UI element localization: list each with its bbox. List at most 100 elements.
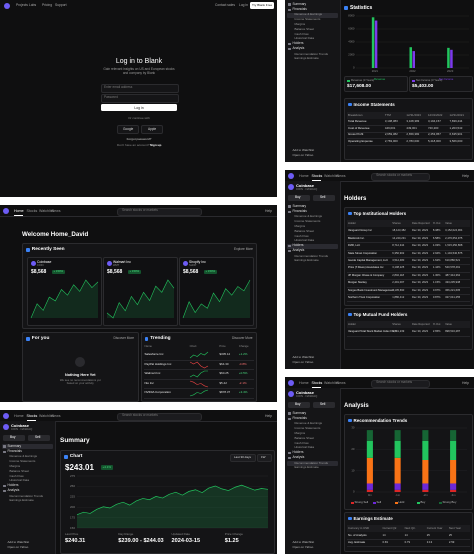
- trending-name[interactable]: NVIDIA Corporation: [144, 390, 171, 394]
- sell-label[interactable]: Sell: [35, 435, 41, 440]
- sidebar-subitem[interactable]: Margins: [9, 464, 21, 468]
- sidebar-subitem[interactable]: Revenue & Earnings: [9, 454, 38, 459]
- nav-link[interactable]: Pricing: [42, 3, 53, 7]
- sidebar-subitem[interactable]: Balance Sheet: [294, 435, 315, 440]
- buy-label[interactable]: Buy: [10, 435, 16, 440]
- forgot-link[interactable]: Forgot password?: [126, 137, 152, 141]
- nav-tab[interactable]: Watchlist: [324, 380, 339, 385]
- buy-button[interactable]: Buy: [288, 402, 310, 408]
- buy-label[interactable]: Buy: [295, 195, 301, 200]
- sidebar-subitem[interactable]: Balance Sheet: [294, 26, 315, 31]
- trending-name[interactable]: Walmart Inc: [144, 371, 161, 375]
- nav-tab[interactable]: Stocks: [311, 173, 323, 178]
- sidebar-subitem[interactable]: Historical Data: [294, 238, 315, 243]
- nav-tab[interactable]: Home: [14, 413, 24, 418]
- sidebar-item[interactable]: Summary: [7, 444, 22, 448]
- sidebar-subitem[interactable]: Income Statements: [294, 219, 321, 224]
- trending-name[interactable]: PayPal Holdings Inc: [144, 361, 172, 366]
- nav-link[interactable]: Projects: [16, 3, 28, 7]
- sidebar-subitem[interactable]: Cash Flow: [294, 31, 309, 36]
- nav-link[interactable]: Labs: [29, 3, 37, 7]
- trending-more[interactable]: Discover More: [232, 336, 253, 340]
- foryou-more[interactable]: Discover More: [113, 336, 135, 340]
- google-label[interactable]: Google: [123, 126, 134, 131]
- user-link[interactable]: Help: [265, 413, 272, 418]
- nav-tab[interactable]: Home: [299, 380, 309, 385]
- nav-tab[interactable]: Stocks: [26, 208, 38, 213]
- sidebar-subitem[interactable]: Recommendation Trends: [294, 460, 329, 465]
- sidebar-footer-item[interactable]: Add to Watchlist: [7, 540, 30, 544]
- sidebar-footer-item[interactable]: Open on Yahoo: [292, 545, 314, 549]
- sidebar-subitem[interactable]: Revenue & Earnings: [294, 12, 323, 17]
- range-label[interactable]: Last 30 days: [234, 455, 252, 459]
- cta-label[interactable]: Try Blank Free: [252, 2, 273, 7]
- sidebar-subitem[interactable]: Revenue & Earnings: [294, 214, 323, 219]
- sidebar-item[interactable]: Holders: [292, 450, 304, 455]
- nav-tab[interactable]: News: [336, 380, 346, 385]
- trending-name[interactable]: Salesforce Inc: [144, 352, 164, 356]
- sidebar-item[interactable]: Financials: [292, 416, 307, 421]
- sidebar-item[interactable]: Holders: [292, 243, 304, 248]
- sell-button[interactable]: Sell: [313, 195, 335, 201]
- sidebar-subitem[interactable]: Balance Sheet: [9, 468, 30, 473]
- sidebar-footer-item[interactable]: Add to Watchlist: [292, 148, 315, 152]
- submit-button[interactable]: Log in: [101, 104, 177, 111]
- interval-select[interactable]: 1W: [257, 454, 272, 462]
- sidebar-item[interactable]: Holders: [292, 41, 304, 46]
- sidebar-footer-item[interactable]: Add to Watchlist: [292, 540, 315, 544]
- signup-link[interactable]: Sign up: [150, 143, 162, 147]
- sidebar-subitem[interactable]: Historical Data: [294, 36, 315, 41]
- sidebar-footer-item[interactable]: Open on Yahoo: [7, 545, 29, 549]
- sidebar-footer-item[interactable]: Add to Watchlist: [292, 355, 315, 359]
- sidebar-subitem[interactable]: Earnings Estimate: [9, 498, 34, 503]
- sidebar-item[interactable]: Financials: [292, 7, 307, 12]
- sidebar-subitem[interactable]: Margins: [294, 224, 306, 228]
- sidebar-footer-item[interactable]: Open on Yahoo: [292, 153, 314, 157]
- user-link[interactable]: Help: [265, 208, 272, 213]
- sidebar-item[interactable]: Analysis: [292, 455, 305, 460]
- sidebar-subitem[interactable]: Earnings Estimate: [294, 258, 319, 263]
- apple-label[interactable]: Apple: [148, 126, 157, 131]
- search-placeholder[interactable]: Search stocks or markets: [121, 208, 158, 213]
- google-button[interactable]: Google: [117, 125, 139, 134]
- sidebar-subitem[interactable]: Margins: [294, 22, 306, 26]
- sidebar-subitem[interactable]: Margins: [294, 431, 306, 435]
- nav-tab[interactable]: Home: [299, 173, 309, 178]
- nav-tab[interactable]: Home: [14, 208, 24, 213]
- sidebar-subitem[interactable]: Historical Data: [294, 445, 315, 450]
- sell-label[interactable]: Sell: [320, 402, 326, 407]
- sidebar-subitem[interactable]: Income Statements: [294, 426, 321, 431]
- nav-tab[interactable]: Watchlist: [324, 173, 339, 178]
- nav-tab[interactable]: Stocks: [26, 413, 38, 418]
- nav-tab[interactable]: Watchlist: [39, 413, 54, 418]
- explore-link[interactable]: Explore More: [234, 247, 253, 251]
- search-placeholder[interactable]: Search stocks or markets: [121, 413, 158, 418]
- sidebar-subitem[interactable]: Revenue & Earnings: [294, 421, 323, 426]
- nav-link[interactable]: Log in: [239, 3, 248, 7]
- sidebar-item[interactable]: Analysis: [292, 46, 305, 51]
- password-placeholder[interactable]: Password: [104, 95, 118, 100]
- user-link[interactable]: Help: [462, 380, 469, 385]
- sell-label[interactable]: Sell: [320, 195, 326, 200]
- search-placeholder[interactable]: Search stocks or markets: [376, 173, 413, 178]
- sidebar-subitem[interactable]: Cash Flow: [294, 233, 309, 238]
- sidebar-item[interactable]: Financials: [292, 209, 307, 214]
- nav-tab[interactable]: Stocks: [311, 380, 323, 385]
- search-placeholder[interactable]: Search stocks or markets: [376, 380, 413, 385]
- sidebar-subitem[interactable]: Recommendation Trends: [9, 493, 44, 498]
- nav-tab[interactable]: News: [51, 413, 61, 418]
- nav-link[interactable]: Support: [55, 3, 67, 7]
- sidebar-subitem[interactable]: Historical Data: [9, 478, 30, 483]
- sidebar-subitem[interactable]: Recommendation Trends: [294, 253, 329, 258]
- sidebar-footer-item[interactable]: Open on Yahoo: [292, 360, 314, 364]
- sidebar-subitem[interactable]: Earnings Estimate: [294, 56, 319, 61]
- submit-label[interactable]: Log in: [134, 105, 144, 110]
- sidebar-subitem[interactable]: Recommendation Trends: [294, 51, 329, 56]
- apple-button[interactable]: Apple: [141, 125, 163, 134]
- sidebar-subitem[interactable]: Cash Flow: [294, 440, 309, 445]
- sidebar-item[interactable]: Financials: [7, 449, 22, 454]
- sidebar-item[interactable]: Summary: [292, 2, 307, 6]
- sell-button[interactable]: Sell: [28, 435, 50, 441]
- buy-button[interactable]: Buy: [3, 435, 25, 441]
- cta-button[interactable]: Try Blank Free: [250, 2, 274, 9]
